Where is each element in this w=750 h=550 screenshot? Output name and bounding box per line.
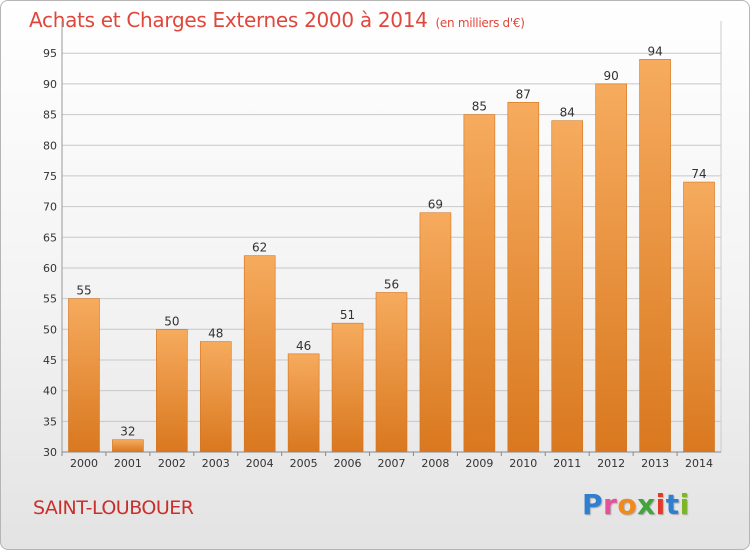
logo-letter: x: [637, 488, 656, 521]
y-tick-label: 70: [43, 201, 57, 214]
value-label: 85: [472, 100, 487, 114]
y-tick-label: 90: [43, 78, 57, 91]
proxiti-logo: Proxiti: [582, 488, 690, 521]
y-tick-label: 30: [43, 446, 57, 459]
bar-2005: [287, 353, 320, 453]
value-label: 84: [560, 106, 575, 120]
x-tick-label: 2012: [597, 457, 625, 470]
logo-letter: i: [679, 488, 690, 521]
y-tick-label: 95: [43, 47, 57, 60]
logo-letter: o: [617, 488, 638, 521]
value-label: 56: [384, 277, 399, 291]
bar-2012: [595, 83, 627, 453]
bar-2002: [156, 328, 188, 453]
x-tick-label: 2001: [114, 457, 142, 470]
value-label: 74: [691, 167, 706, 181]
value-label: 69: [428, 198, 443, 212]
x-tick-label: 2000: [70, 457, 98, 470]
y-tick-label: 35: [43, 415, 57, 428]
value-label: 94: [647, 44, 662, 58]
y-tick-label: 40: [43, 385, 57, 398]
y-tick-label: 55: [43, 293, 57, 306]
bar-2000: [68, 298, 100, 453]
chart-title: Achats et Charges Externes 2000 à 2014 (e…: [29, 8, 525, 32]
x-tick-label: 2011: [553, 457, 581, 470]
axes: 30 35 40 45 50 55 60 65 70 75 80 85 90 95 2000 2001 2002…: [43, 47, 721, 470]
place-name: SAINT-LOUBOUER: [33, 497, 194, 519]
bar-2006: [331, 322, 364, 453]
x-tick-label: 2006: [334, 457, 362, 470]
value-label: 50: [164, 314, 179, 328]
y-tick-label: 75: [43, 170, 57, 183]
value-label: 46: [296, 339, 311, 353]
x-tick-label: 2009: [465, 457, 493, 470]
bar-2010: [507, 102, 540, 453]
logo-letter: i: [655, 488, 666, 521]
value-label: 90: [604, 69, 619, 83]
value-label: 87: [516, 87, 531, 101]
bar-2001: [112, 439, 144, 453]
value-label: 32: [120, 425, 135, 439]
x-tick-label: 2010: [509, 457, 537, 470]
y-tick-label: 80: [43, 139, 57, 152]
y-tick-label: 85: [43, 109, 57, 122]
value-label: 48: [208, 327, 223, 341]
x-tick-label: 2005: [290, 457, 318, 470]
value-label: 62: [252, 241, 267, 255]
logo-letter: r: [603, 488, 618, 521]
bar-2014: [683, 181, 715, 453]
x-tick-label: 2002: [158, 457, 186, 470]
y-tick-label: 60: [43, 262, 57, 275]
x-tick-label: 2003: [202, 457, 230, 470]
x-tick-label: 2004: [246, 457, 274, 470]
value-label: 55: [76, 284, 91, 298]
bar-2008: [419, 212, 452, 453]
bar-2003: [199, 341, 232, 453]
x-tick-label: 2007: [378, 457, 406, 470]
chart-unit-label: (en milliers d'€): [435, 16, 525, 30]
x-tick-label: 2014: [685, 457, 713, 470]
x-tick-label: 2008: [421, 457, 449, 470]
bar-2004: [243, 255, 276, 453]
logo-letter: P: [582, 488, 604, 521]
bar-2013: [639, 59, 671, 453]
y-tick-label: 50: [43, 323, 57, 336]
y-tick-label: 45: [43, 354, 57, 367]
bar-2009: [463, 114, 496, 453]
bars: 55 32 50 48 62 46 51 56 69 85 87 84 90 94 74: [68, 44, 715, 453]
value-label: 51: [340, 308, 355, 322]
y-tick-label: 65: [43, 231, 57, 244]
bar-2007: [375, 292, 408, 453]
x-tick-label: 2013: [641, 457, 669, 470]
logo-letter: t: [665, 488, 680, 521]
bar-2011: [551, 120, 584, 453]
chart-title-text: Achats et Charges Externes 2000 à 2014: [29, 8, 428, 32]
